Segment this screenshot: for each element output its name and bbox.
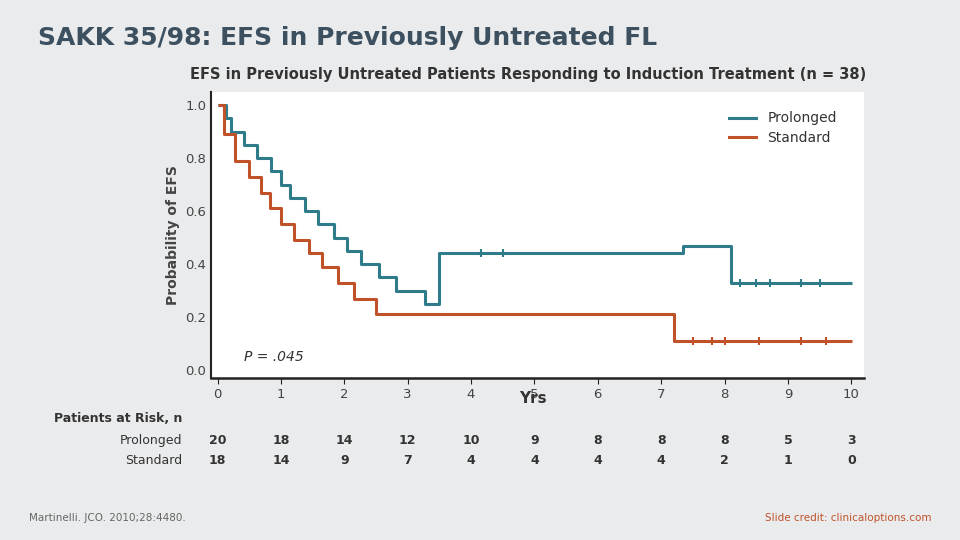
Text: 1: 1 bbox=[783, 454, 792, 467]
Text: 12: 12 bbox=[399, 434, 417, 447]
Text: 4: 4 bbox=[467, 454, 475, 467]
Text: 8: 8 bbox=[657, 434, 665, 447]
Text: Patients at Risk, n: Patients at Risk, n bbox=[54, 412, 182, 425]
Text: Slide credit: clinicaloptions.com: Slide credit: clinicaloptions.com bbox=[765, 514, 931, 523]
Text: 7: 7 bbox=[403, 454, 412, 467]
Text: 9: 9 bbox=[530, 434, 539, 447]
Y-axis label: Probability of EFS: Probability of EFS bbox=[166, 165, 180, 305]
Text: Martinelli. JCO. 2010;28:4480.: Martinelli. JCO. 2010;28:4480. bbox=[29, 514, 185, 523]
Text: Standard: Standard bbox=[125, 454, 182, 467]
Text: Prolonged: Prolonged bbox=[120, 434, 182, 447]
Text: 14: 14 bbox=[336, 434, 353, 447]
Text: 2: 2 bbox=[720, 454, 729, 467]
Text: 4: 4 bbox=[593, 454, 602, 467]
Text: 14: 14 bbox=[273, 454, 290, 467]
Text: EFS in Previously Untreated Patients Responding to Induction Treatment (n = 38): EFS in Previously Untreated Patients Res… bbox=[190, 67, 866, 82]
Text: 18: 18 bbox=[209, 454, 227, 467]
Text: 3: 3 bbox=[847, 434, 855, 447]
Legend: Prolonged, Standard: Prolonged, Standard bbox=[722, 104, 844, 152]
Text: 8: 8 bbox=[593, 434, 602, 447]
Text: P = .045: P = .045 bbox=[244, 350, 303, 364]
Text: 9: 9 bbox=[340, 454, 348, 467]
Text: 8: 8 bbox=[720, 434, 729, 447]
Text: SAKK 35/98: EFS in Previously Untreated FL: SAKK 35/98: EFS in Previously Untreated … bbox=[38, 26, 658, 50]
Text: 4: 4 bbox=[657, 454, 665, 467]
Text: 4: 4 bbox=[530, 454, 539, 467]
Text: 0: 0 bbox=[847, 454, 855, 467]
Text: 18: 18 bbox=[273, 434, 290, 447]
Text: 10: 10 bbox=[463, 434, 480, 447]
Text: Yrs: Yrs bbox=[519, 391, 546, 406]
Text: 5: 5 bbox=[783, 434, 792, 447]
Text: 20: 20 bbox=[208, 434, 227, 447]
